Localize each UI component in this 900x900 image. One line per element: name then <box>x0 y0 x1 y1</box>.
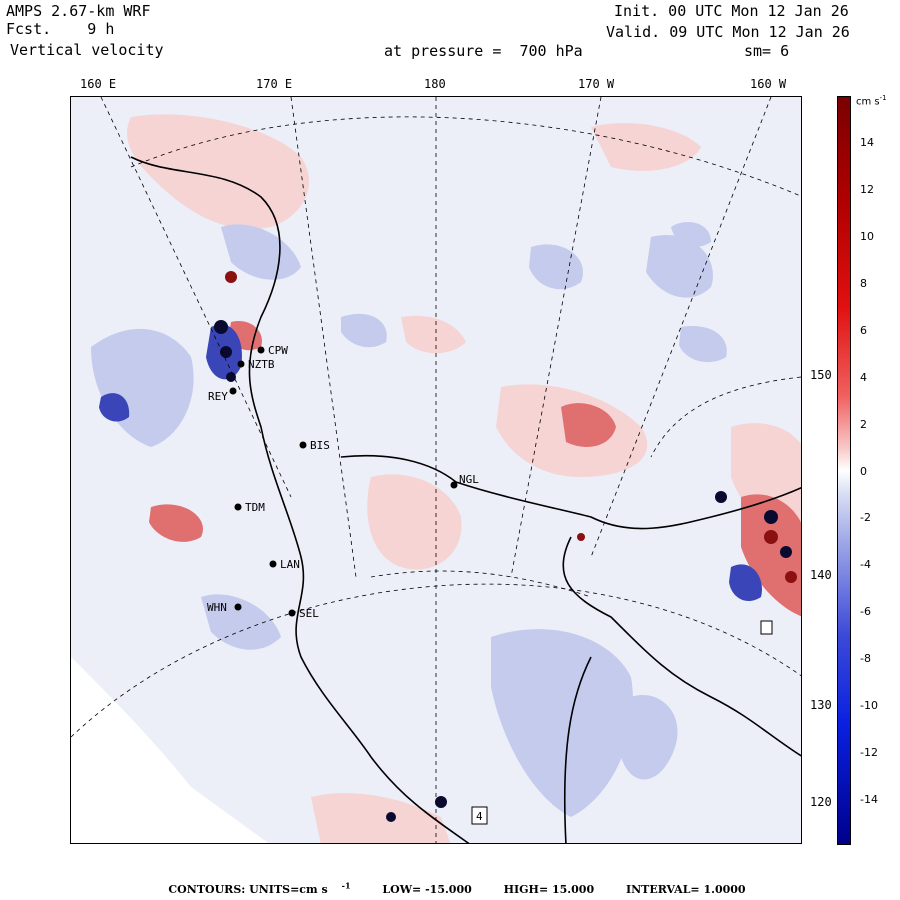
ascent-cores <box>149 321 801 617</box>
colorbar-tick: 2 <box>860 417 867 431</box>
svg-text:4: 4 <box>476 810 483 823</box>
colorbar-tick: 10 <box>860 229 874 243</box>
valid-time: Valid. 09 UTC Mon 12 Jan 26 <box>606 23 850 41</box>
lon-label-160e: 160 E <box>80 77 117 91</box>
station-clusters <box>214 320 792 822</box>
colorbar-tick: -8 <box>860 652 871 666</box>
vertical-velocity-map: CPW NZTB REY BIS NGL TDM LAN WHN SEL 4 <box>70 96 802 844</box>
no-data-region <box>71 657 269 843</box>
colorbar-tick: -2 <box>860 511 871 525</box>
contour-high: HIGH= 15.000 <box>503 882 595 896</box>
box-label-4: 4 <box>471 806 488 825</box>
station-nztb: NZTB <box>237 358 275 371</box>
lon-label-170w: 170 W <box>578 77 615 91</box>
station-lan: LAN <box>269 558 300 571</box>
colorbar-tick: 4 <box>860 370 867 384</box>
svg-text:NGL: NGL <box>459 473 479 486</box>
svg-text:NZTB: NZTB <box>248 358 275 371</box>
svg-text:SEL: SEL <box>299 607 319 620</box>
colorbar-tick: -12 <box>860 746 878 760</box>
box-label-east <box>760 620 773 635</box>
svg-text:TDM: TDM <box>245 501 265 514</box>
colorbar-tick: -4 <box>860 558 871 572</box>
map-canvas: CPW NZTB REY BIS NGL TDM LAN WHN SEL 4 <box>71 97 801 843</box>
svg-text:LAN: LAN <box>280 558 300 571</box>
svg-text:CPW: CPW <box>268 344 288 357</box>
coastline <box>130 156 470 843</box>
station-ngl: NGL <box>450 473 479 489</box>
field-name: Vertical velocity <box>10 41 164 59</box>
contour-low: LOW= -15.000 <box>382 882 472 896</box>
colorbar <box>837 96 851 845</box>
colorbar-tick: 0 <box>860 464 867 478</box>
grounding-line <box>562 536 801 757</box>
stations: CPW NZTB REY BIS NGL TDM LAN WHN SEL <box>207 344 479 620</box>
forecast-hour: 9 h <box>87 20 115 38</box>
contour-interval: INTERVAL= 1.0000 <box>625 882 746 896</box>
contour-info: CONTOURS: UNITS=cm s -1 LOW= -15.000 HIGH… <box>0 880 900 896</box>
station-whn: WHN <box>207 601 242 614</box>
weak-descent-areas <box>91 222 727 817</box>
lon-label-160w: 160 W <box>750 77 787 91</box>
station-cpw: CPW <box>257 344 288 357</box>
smoothing-value: sm= 6 <box>744 42 790 60</box>
ice-shelf-edge <box>340 454 801 530</box>
station-sel: SEL <box>288 607 319 620</box>
init-time: Init. 00 UTC Mon 12 Jan 26 <box>614 2 849 20</box>
station-rey: REY <box>208 387 237 403</box>
graticule <box>71 97 801 843</box>
colorbar-tick: 6 <box>860 323 867 337</box>
inland-contour <box>563 656 592 843</box>
colorbar-tick: -14 <box>860 793 878 806</box>
colorbar-tick: 14 <box>860 136 874 149</box>
strong-ascent-cores <box>225 271 797 583</box>
lon-label-180: 180 <box>424 77 446 91</box>
station-bis: BIS <box>299 439 330 452</box>
colorbar-unit: cm s-1 <box>856 94 887 108</box>
svg-text:BIS: BIS <box>310 439 330 452</box>
station-tdm: TDM <box>234 501 265 514</box>
colorbar-tick: -6 <box>860 605 871 619</box>
lon-label-170e: 170 E <box>256 77 293 91</box>
colorbar-tick: 8 <box>860 276 867 290</box>
svg-text:REY: REY <box>208 390 228 403</box>
colorbar-tick: 12 <box>860 182 874 196</box>
svg-text:WHN: WHN <box>207 601 227 614</box>
forecast-label: Fcst. 9 h <box>6 20 115 38</box>
model-title: AMPS 2.67-km WRF <box>6 2 151 20</box>
pressure-level: at pressure = 700 hPa <box>384 42 583 60</box>
colorbar-tick: -10 <box>860 699 878 713</box>
contour-units: CONTOURS: UNITS=cm s -1 <box>168 880 351 896</box>
